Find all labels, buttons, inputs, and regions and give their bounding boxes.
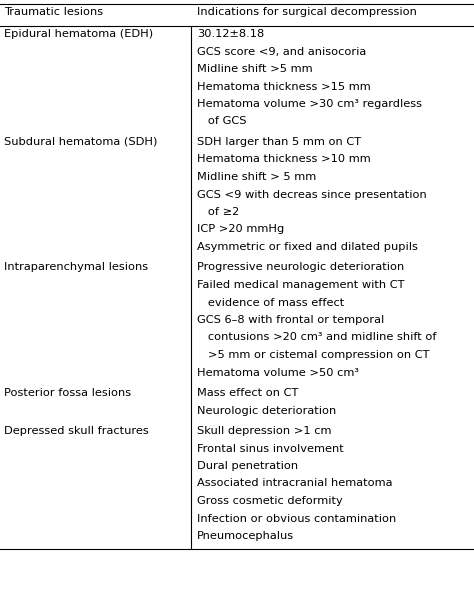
Text: Intraparenchymal lesions: Intraparenchymal lesions [4, 263, 148, 272]
Text: of GCS: of GCS [197, 116, 246, 127]
Text: Midline shift >5 mm: Midline shift >5 mm [197, 64, 313, 74]
Text: Depressed skull fractures: Depressed skull fractures [4, 426, 149, 436]
Text: Associated intracranial hematoma: Associated intracranial hematoma [197, 479, 392, 488]
Text: Indications for surgical decompression: Indications for surgical decompression [197, 7, 417, 17]
Text: Traumatic lesions: Traumatic lesions [4, 7, 103, 17]
Text: Hematoma thickness >15 mm: Hematoma thickness >15 mm [197, 82, 371, 91]
Text: Asymmetric or fixed and dilated pupils: Asymmetric or fixed and dilated pupils [197, 242, 418, 252]
Text: Frontal sinus involvement: Frontal sinus involvement [197, 443, 344, 454]
Text: Hematoma volume >50 cm³: Hematoma volume >50 cm³ [197, 367, 359, 377]
Text: Posterior fossa lesions: Posterior fossa lesions [4, 388, 131, 398]
Text: Neurologic deterioration: Neurologic deterioration [197, 406, 336, 415]
Text: 30.12±8.18: 30.12±8.18 [197, 29, 264, 39]
Text: >5 mm or cistemal compression on CT: >5 mm or cistemal compression on CT [197, 350, 429, 360]
Text: GCS <9 with decreas since presentation: GCS <9 with decreas since presentation [197, 190, 427, 199]
Text: Failed medical management with CT: Failed medical management with CT [197, 280, 404, 290]
Text: GCS score <9, and anisocoria: GCS score <9, and anisocoria [197, 46, 366, 56]
Text: Epidural hematoma (EDH): Epidural hematoma (EDH) [4, 29, 153, 39]
Text: Infection or obvious contamination: Infection or obvious contamination [197, 514, 396, 523]
Text: Skull depression >1 cm: Skull depression >1 cm [197, 426, 331, 436]
Text: Hematoma volume >30 cm³ regardless: Hematoma volume >30 cm³ regardless [197, 99, 422, 109]
Text: SDH larger than 5 mm on CT: SDH larger than 5 mm on CT [197, 137, 361, 147]
Text: ICP >20 mmHg: ICP >20 mmHg [197, 224, 284, 235]
Text: Pneumocephalus: Pneumocephalus [197, 531, 294, 541]
Text: Dural penetration: Dural penetration [197, 461, 298, 471]
Text: Gross cosmetic deformity: Gross cosmetic deformity [197, 496, 343, 506]
Text: contusions >20 cm³ and midline shift of: contusions >20 cm³ and midline shift of [197, 332, 437, 343]
Text: Subdural hematoma (SDH): Subdural hematoma (SDH) [4, 137, 157, 147]
Text: Midline shift > 5 mm: Midline shift > 5 mm [197, 172, 316, 182]
Text: GCS 6–8 with frontal or temporal: GCS 6–8 with frontal or temporal [197, 315, 384, 325]
Text: Progressive neurologic deterioration: Progressive neurologic deterioration [197, 263, 404, 272]
Text: evidence of mass effect: evidence of mass effect [197, 298, 344, 307]
Text: of ≥2: of ≥2 [197, 207, 239, 217]
Text: Hematoma thickness >10 mm: Hematoma thickness >10 mm [197, 154, 371, 164]
Text: Mass effect on CT: Mass effect on CT [197, 388, 298, 398]
